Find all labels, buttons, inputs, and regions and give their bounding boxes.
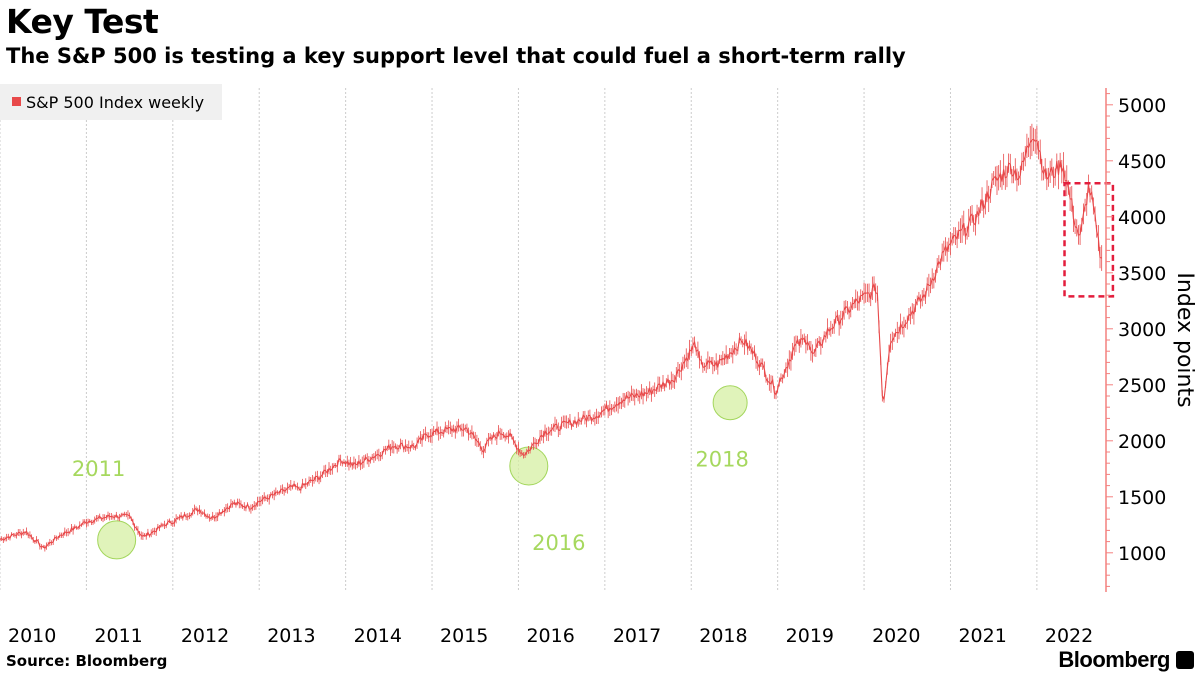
y-tick-label: 4500 (1118, 151, 1166, 173)
bloomberg-logo-icon (1176, 651, 1194, 669)
series-layer (0, 123, 1103, 552)
chart-subtitle: The S&P 500 is testing a key support lev… (6, 44, 906, 68)
highlight-box (1063, 181, 1115, 298)
legend-label: S&P 500 Index weekly (26, 93, 204, 112)
source-note: Source: Bloomberg (6, 652, 168, 670)
recent-test-box (1063, 181, 1115, 298)
x-tick-label: 2015 (440, 625, 488, 647)
x-tick-label: 2014 (354, 625, 402, 647)
y-axis: 1000 1500 2000 2500 3000 3500 4000 4500 5000 Inde… (1105, 88, 1197, 592)
x-axis: 2010 2011 2012 2013 2014 2015 2016 2017 2018 2019… (8, 625, 1093, 647)
legend-background (0, 84, 222, 120)
brand-logo-text: Bloomberg (1058, 647, 1170, 672)
y-axis-title: Index points (1172, 272, 1197, 407)
x-tick-label: 2021 (958, 625, 1006, 647)
y-tick-label: 1500 (1118, 487, 1166, 509)
x-tick-label: 2012 (181, 625, 229, 647)
chart-title: Key Test (6, 2, 159, 41)
x-tick-label: 2016 (526, 625, 574, 647)
x-tick-label: 2018 (699, 625, 747, 647)
support-highlights (97, 385, 748, 560)
x-tick-label: 2011 (94, 625, 142, 647)
x-tick-label: 2022 (1045, 625, 1093, 647)
support-circle (97, 520, 137, 560)
annotation-labels: 2011 2016 2018 (72, 448, 749, 555)
y-tick-label: 4000 (1118, 207, 1166, 229)
x-tick-label: 2010 (8, 625, 56, 647)
annotation-2016: 2016 (532, 531, 585, 555)
legend-swatch (12, 97, 21, 106)
legend: S&P 500 Index weekly (0, 84, 222, 120)
support-circle (712, 385, 748, 421)
x-tick-label: 2017 (613, 625, 661, 647)
y-tick-label: 3000 (1118, 319, 1166, 341)
y-tick-label: 5000 (1118, 95, 1166, 117)
series-line-sp500 (0, 138, 1102, 550)
x-tick-label: 2013 (267, 625, 315, 647)
y-tick-label: 2000 (1118, 431, 1166, 453)
x-tick-label: 2019 (786, 625, 834, 647)
y-tick-label: 3500 (1118, 263, 1166, 285)
annotation-2018: 2018 (695, 448, 748, 472)
annotation-2011: 2011 (72, 457, 125, 481)
grid-lines (0, 88, 1038, 592)
x-tick-label: 2020 (872, 625, 920, 647)
y-tick-label: 1000 (1118, 543, 1166, 565)
y-tick-label: 2500 (1118, 375, 1166, 397)
